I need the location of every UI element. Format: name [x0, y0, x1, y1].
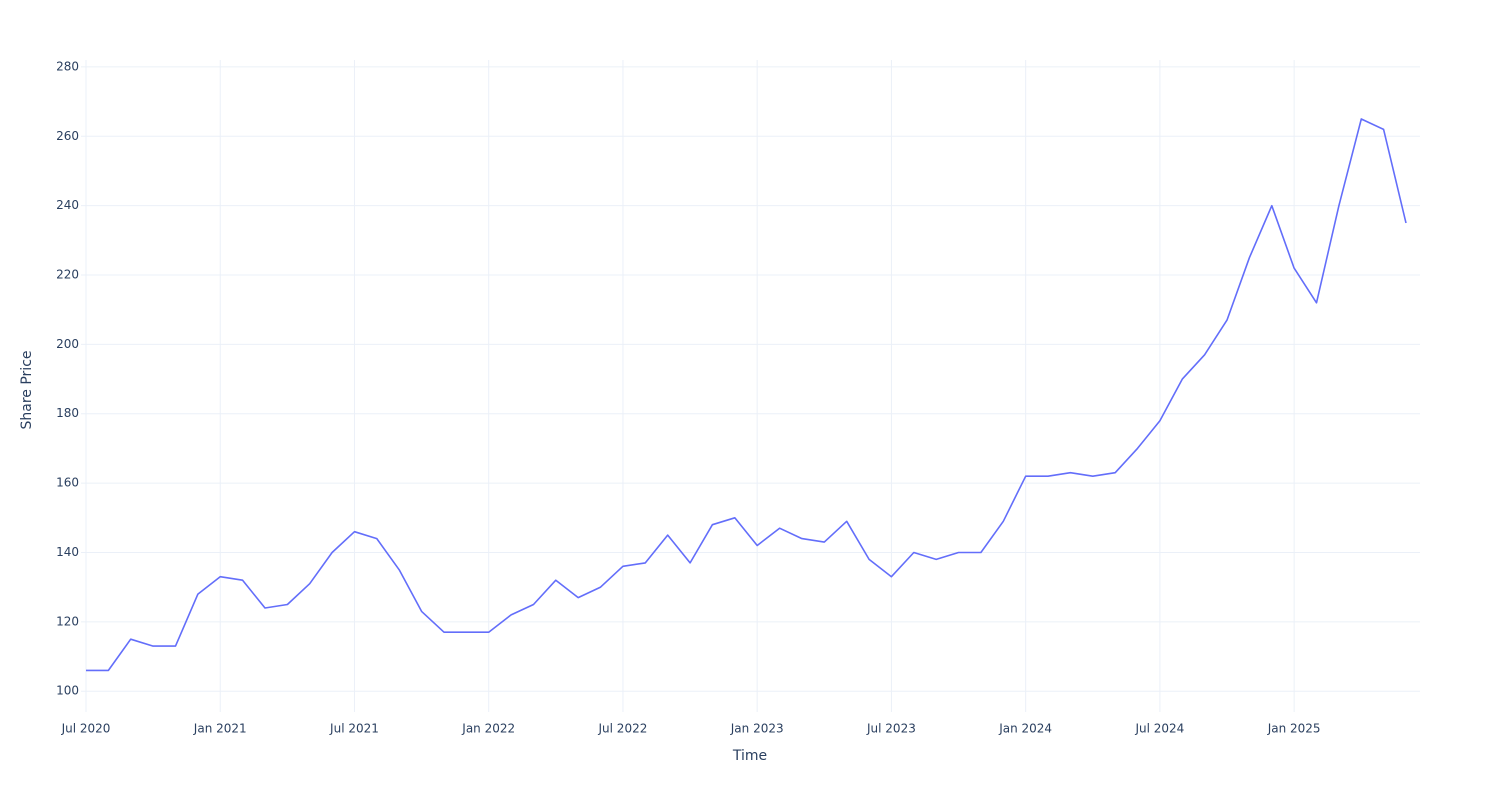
y-tick-label: 120	[56, 614, 79, 628]
y-tick-label: 220	[56, 268, 79, 282]
y-tick-label: 160	[56, 476, 79, 490]
y-tick-label: 180	[56, 406, 79, 420]
x-tick-label: Jan 2023	[730, 722, 784, 736]
x-tick-label: Jul 2021	[329, 722, 379, 736]
x-axis-title: Time	[732, 748, 767, 764]
x-tick-label: Jan 2024	[998, 722, 1052, 736]
y-tick-label: 240	[56, 198, 79, 212]
price-line	[86, 118, 1407, 672]
y-tick-label: 100	[56, 684, 79, 698]
x-tick-label: Jul 2024	[1134, 722, 1184, 736]
y-axis-title: Share Price	[19, 350, 35, 429]
y-tick-label: 280	[56, 59, 79, 73]
x-tick-label: Jul 2022	[598, 722, 648, 736]
x-tick-label: Jan 2022	[461, 722, 515, 736]
y-tick-label: 260	[56, 129, 79, 143]
x-tick-label: Jan 2021	[193, 722, 247, 736]
x-tick-label: Jul 2023	[866, 722, 916, 736]
x-tick-label: Jul 2020	[61, 722, 111, 736]
y-tick-label: 200	[56, 337, 79, 351]
x-tick-label: Jan 2025	[1267, 722, 1321, 736]
y-tick-label: 140	[56, 545, 79, 559]
